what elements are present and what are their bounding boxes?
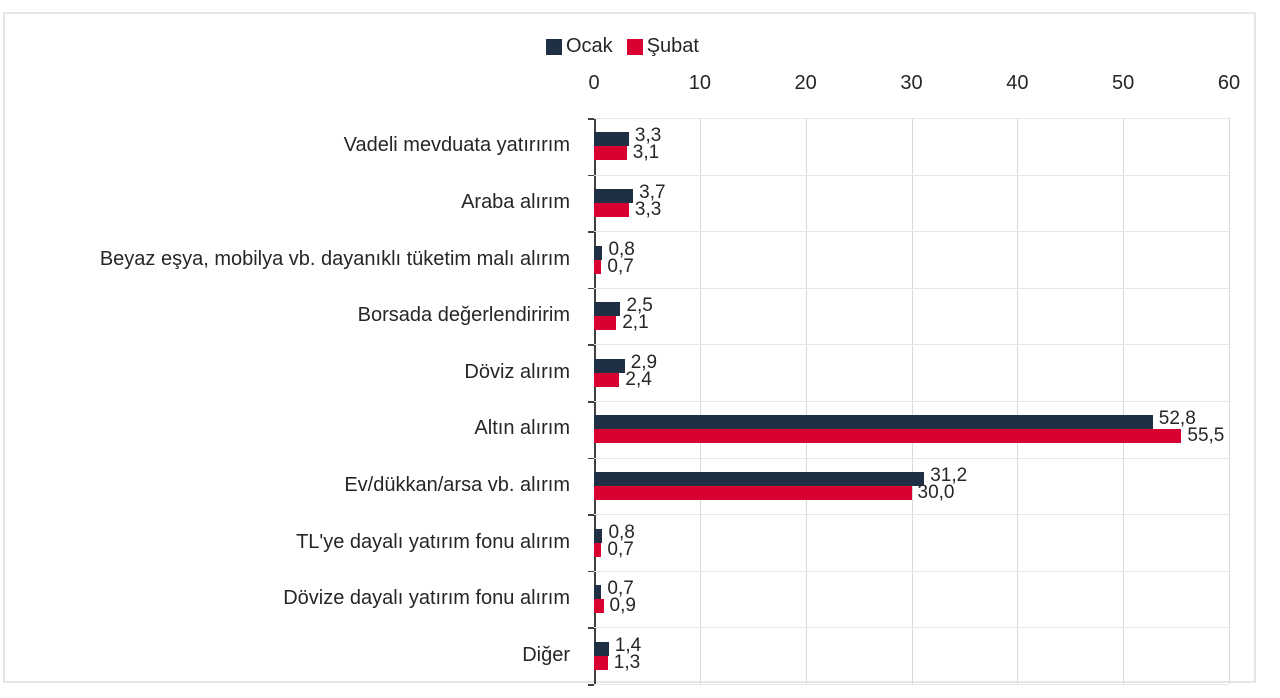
data-label: 0,7 xyxy=(607,538,634,560)
data-label: 52,8 xyxy=(1158,408,1196,430)
row-separator xyxy=(594,684,1229,685)
data-label: 2,1 xyxy=(622,312,649,334)
y-tick xyxy=(588,231,594,233)
category-label: Diğer xyxy=(522,643,570,666)
legend-item-ocak: Ocak xyxy=(546,35,613,58)
data-label: 31,2 xyxy=(930,464,968,486)
bar-ocak xyxy=(594,302,621,317)
row-separator xyxy=(594,344,1229,346)
data-label: 0,7 xyxy=(607,578,634,600)
row-separator xyxy=(594,118,1229,119)
data-label: 0,8 xyxy=(608,521,635,543)
category-label: TL'ye dayalı yatırım fonu alırım xyxy=(296,530,570,553)
y-tick xyxy=(588,118,594,120)
row-separator xyxy=(594,457,1229,459)
bar-subat xyxy=(594,316,617,331)
row-separator xyxy=(594,231,1229,233)
category-label: Altın alırım xyxy=(474,417,570,440)
category-label: Araba alırım xyxy=(461,190,570,213)
bar-ocak xyxy=(594,415,1153,430)
bar-ocak xyxy=(594,132,629,147)
data-label: 2,9 xyxy=(630,351,658,373)
x-tick-label: 30 xyxy=(900,72,923,94)
row-separator xyxy=(594,174,1229,176)
row-separator xyxy=(594,401,1229,402)
y-tick xyxy=(588,514,594,516)
legend-swatch-subat xyxy=(626,38,643,55)
y-tick xyxy=(588,344,594,346)
data-label: 55,5 xyxy=(1187,425,1225,447)
gridline xyxy=(1229,118,1230,684)
legend-item-subat: Şubat xyxy=(626,35,699,58)
data-label: 1,3 xyxy=(613,651,641,673)
row-separator xyxy=(594,627,1229,629)
category-label: Vadeli mevduata yatırırım xyxy=(343,134,570,157)
x-tick-label: 60 xyxy=(1217,72,1241,94)
bar-subat xyxy=(594,429,1182,444)
x-tick-label: 10 xyxy=(688,72,711,94)
y-tick xyxy=(588,457,594,460)
bar-subat xyxy=(594,202,629,217)
bar-subat xyxy=(594,599,604,614)
legend-label-subat: Şubat xyxy=(646,35,699,57)
bar-ocak xyxy=(594,641,609,656)
category-label: Ev/dükkan/arsa vb. alırım xyxy=(344,473,570,496)
x-tick-label: 20 xyxy=(794,72,817,94)
data-label: 3,3 xyxy=(634,198,662,220)
legend: Ocak Şubat xyxy=(546,35,713,58)
category-label: Borsada değerlendiririm xyxy=(357,304,570,327)
bar-subat xyxy=(594,542,602,557)
bar-subat xyxy=(594,485,912,500)
bar-subat xyxy=(594,146,627,161)
legend-swatch-ocak xyxy=(546,38,562,55)
y-tick xyxy=(588,401,594,403)
row-separator xyxy=(594,287,1229,289)
bar-ocak xyxy=(594,528,603,543)
bar-subat xyxy=(594,655,608,670)
category-label: Dövize dayalı yatırım fonu alırım xyxy=(283,587,570,610)
bar-ocak xyxy=(594,358,625,373)
category-label: Döviz alırım xyxy=(464,360,570,383)
row-separator xyxy=(594,514,1229,516)
row-separator xyxy=(594,570,1229,572)
x-tick-label: 50 xyxy=(1112,72,1135,94)
y-tick xyxy=(588,627,594,629)
bar-ocak xyxy=(594,245,603,260)
x-tick-label: 40 xyxy=(1006,72,1029,94)
data-label: 0,7 xyxy=(607,255,634,277)
bar-subat xyxy=(594,372,620,387)
bar-ocak xyxy=(594,585,602,600)
chart-frame xyxy=(3,12,1256,683)
bar-ocak xyxy=(594,471,925,486)
data-label: 0,8 xyxy=(608,238,635,260)
data-label: 2,4 xyxy=(625,368,652,390)
bar-ocak xyxy=(594,188,634,203)
data-label: 30,0 xyxy=(917,481,955,503)
y-tick xyxy=(588,684,594,686)
y-tick xyxy=(588,287,594,290)
data-label: 0,9 xyxy=(609,595,636,617)
y-tick xyxy=(588,174,594,177)
data-label: 3,3 xyxy=(634,125,662,147)
y-tick xyxy=(588,570,594,573)
category-label: Beyaz eşya, mobilya vb. dayanıklı tüketi… xyxy=(99,247,570,270)
bar-subat xyxy=(594,259,602,274)
data-label: 2,5 xyxy=(626,295,653,317)
data-label: 3,1 xyxy=(632,142,660,164)
data-label: 3,7 xyxy=(639,181,666,203)
legend-label-ocak: Ocak xyxy=(566,35,613,57)
data-label: 1,4 xyxy=(614,634,642,656)
plot-area: 3,3 3,1 3,7 3,3 0,8 0,7 2,5 2,1 2,9 2,4 52,8 55,5 31… xyxy=(588,118,1230,686)
x-tick-label: 0 xyxy=(588,72,600,94)
